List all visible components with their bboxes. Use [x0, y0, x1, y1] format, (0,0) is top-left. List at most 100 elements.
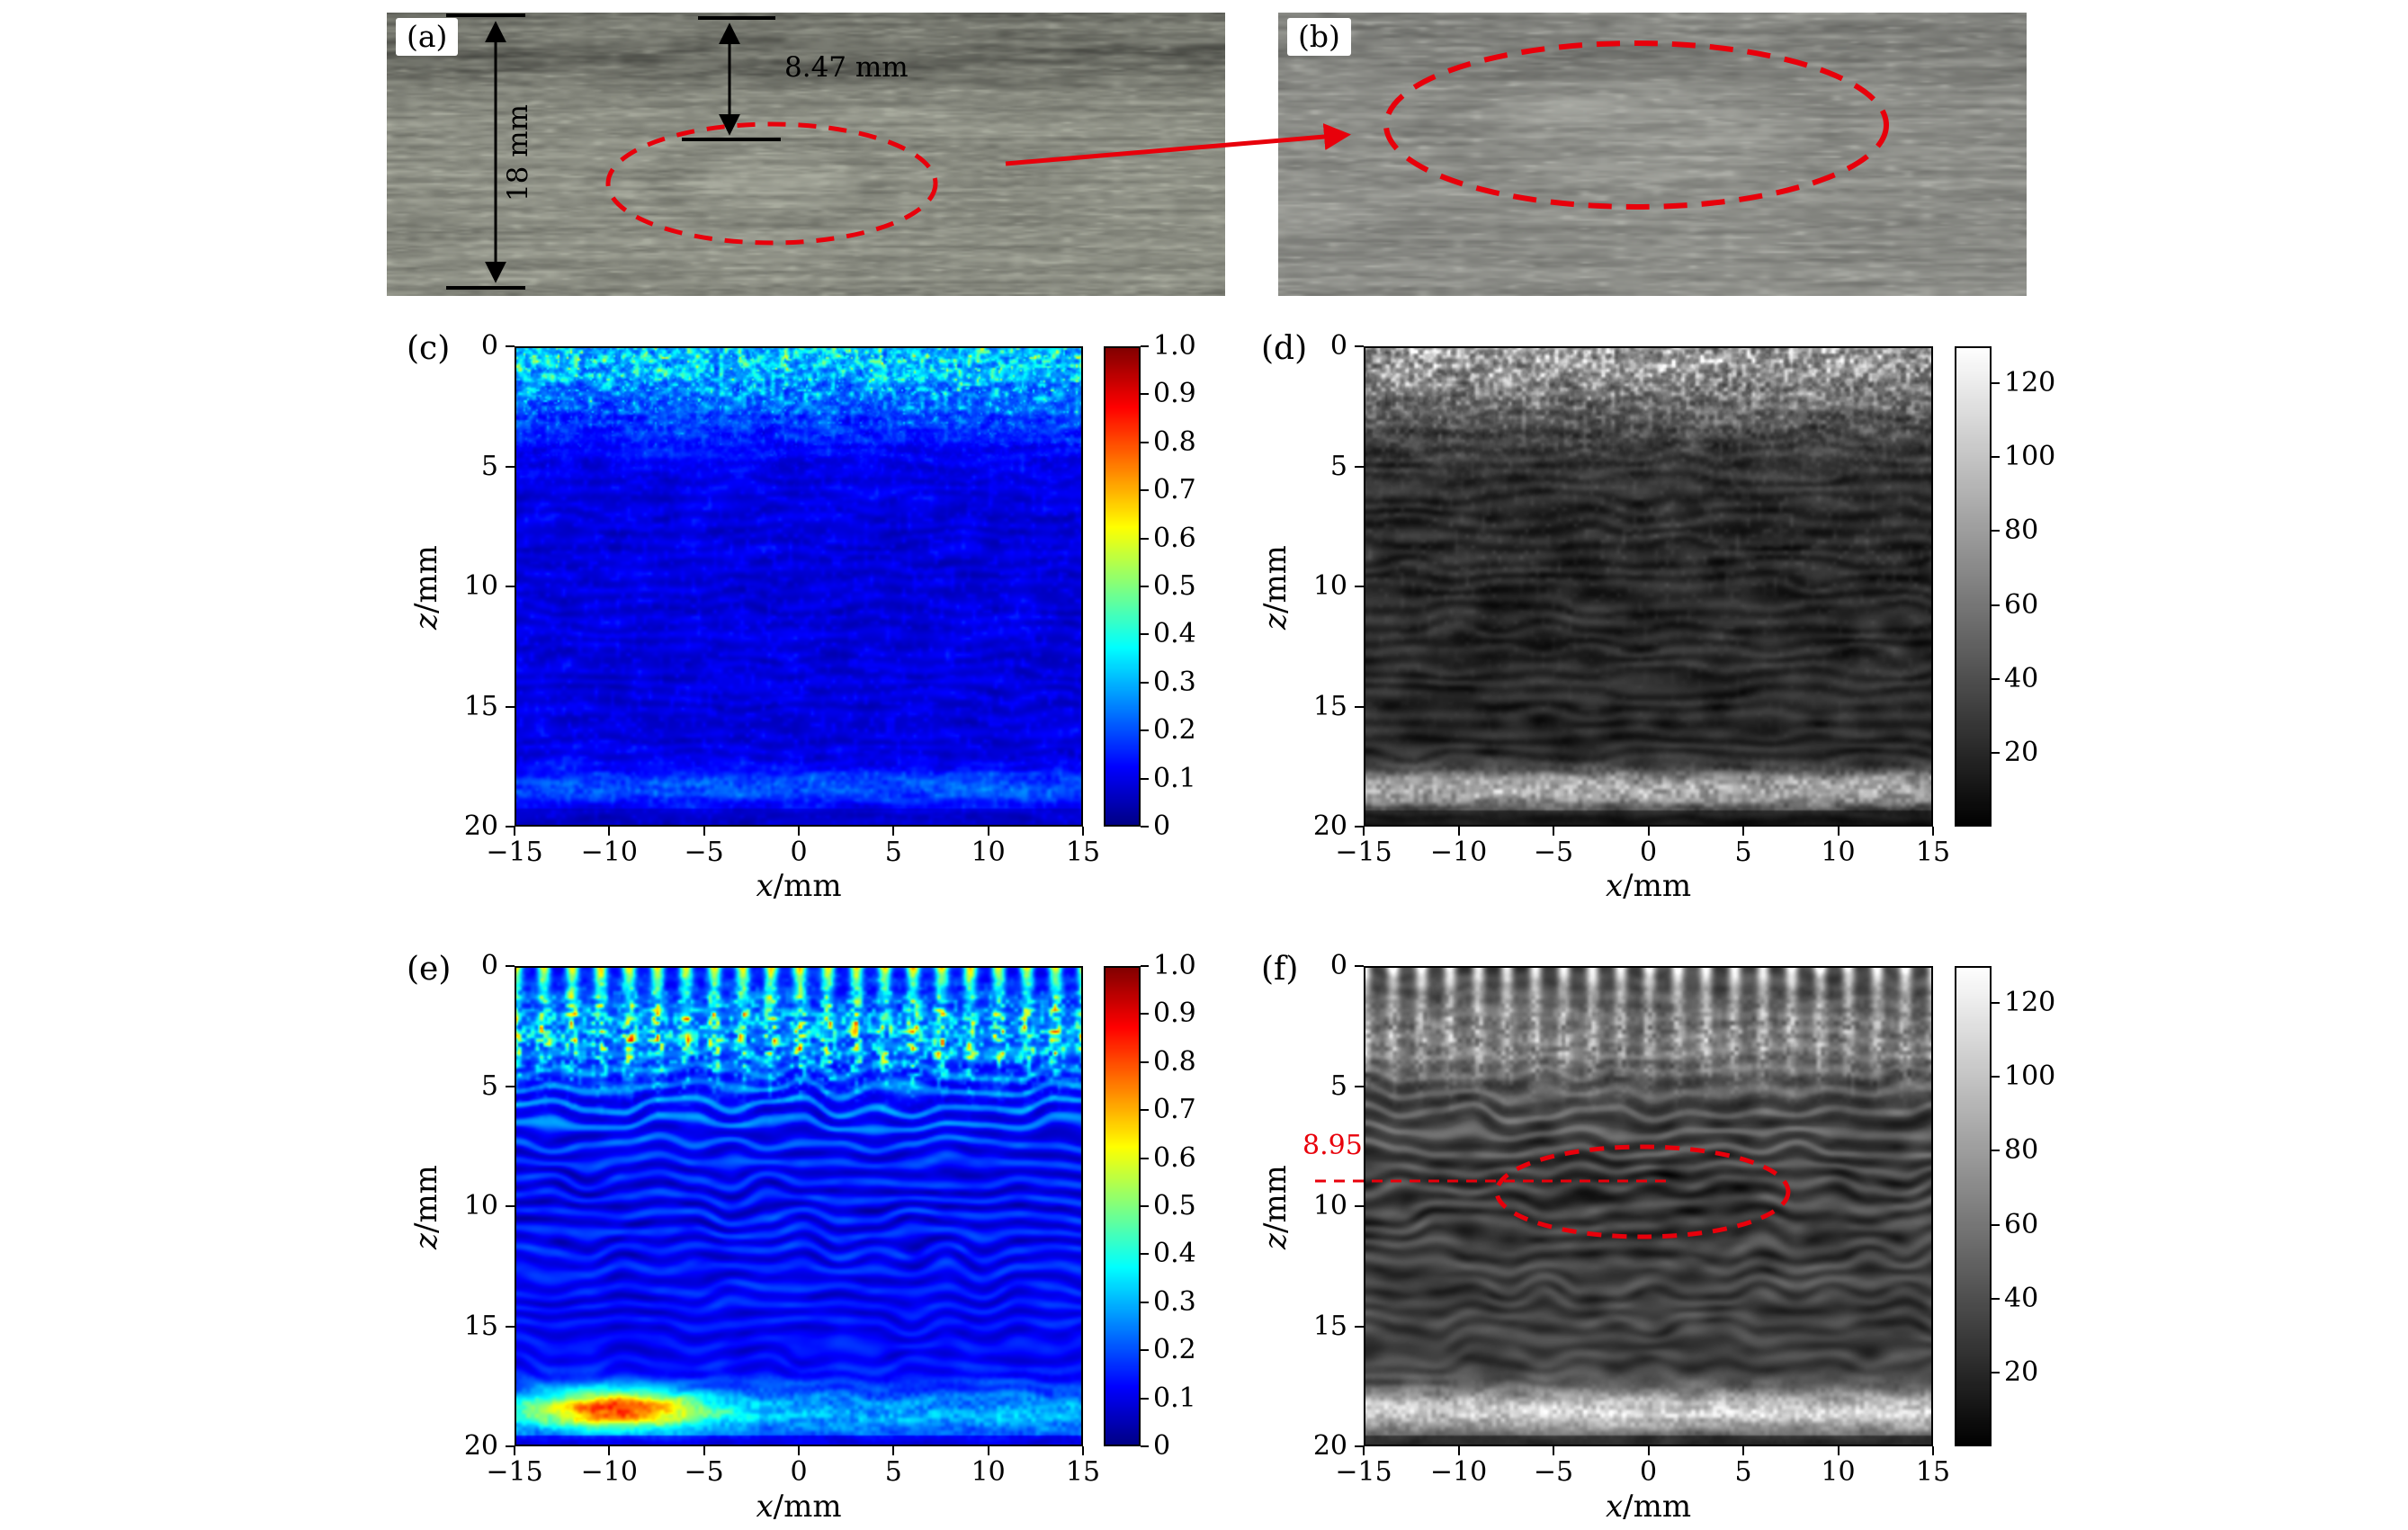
y-tick-d: [1355, 586, 1364, 587]
colorbar-tick-c: [1141, 537, 1149, 540]
x-tick-d: [1837, 827, 1840, 836]
x-axis-var-d: x: [1605, 868, 1624, 904]
colorbar-tick-e: [1141, 1301, 1149, 1303]
colorbar-tick-e: [1141, 1013, 1149, 1016]
x-tick-label-c: 5: [884, 837, 902, 868]
x-tick-label-f: 0: [1639, 1456, 1658, 1488]
colorbar-c: [1104, 346, 1141, 827]
x-tick-d: [1553, 827, 1554, 836]
colorbar-tick-c: [1141, 777, 1149, 780]
x-tick-label-d: 15: [1915, 837, 1951, 868]
panel-label-e: (e): [407, 951, 452, 988]
x-tick-label-c: −10: [580, 837, 638, 868]
colorbar-tick-label-e: 0: [1153, 1430, 1171, 1462]
y-tick-f: [1355, 1085, 1364, 1087]
y-tick-f: [1355, 1325, 1364, 1328]
y-tick-label-c: 15: [463, 690, 498, 722]
colorbar-tick-d: [1992, 456, 2000, 459]
colorbar-tick-e: [1141, 1109, 1149, 1112]
defect-depth-label: 8.47 mm: [784, 51, 909, 84]
heatmap-f: [1364, 966, 1933, 1446]
colorbar-tick-label-c: 1.0: [1153, 330, 1196, 362]
y-tick-e: [506, 1205, 515, 1207]
x-tick-label-e: −10: [580, 1456, 638, 1488]
y-tick-label-c: 0: [480, 330, 498, 362]
heatmap-c: [515, 346, 1083, 827]
y-tick-label-f: 0: [1329, 950, 1347, 981]
colorbar-tick-d: [1992, 382, 2000, 385]
colorbar-tick-label-d: 80: [2004, 514, 2039, 547]
y-tick-label-e: 10: [463, 1190, 498, 1221]
colorbar-tick-c: [1141, 586, 1149, 587]
thickness-label: 18 mm: [502, 103, 534, 202]
colorbar-tick-d: [1992, 604, 2000, 606]
y-tick-label-d: 15: [1312, 690, 1347, 722]
x-tick-c: [514, 827, 515, 836]
colorbar-tick-label-c: 0.8: [1153, 425, 1196, 458]
y-axis-var-d: z: [1258, 613, 1294, 630]
colorbar-tick-label-c: 0.4: [1153, 618, 1196, 650]
y-tick-c: [506, 705, 515, 708]
y-tick-label-d: 0: [1329, 330, 1347, 362]
colorbar-tick-label-e: 0.4: [1153, 1238, 1196, 1270]
colorbar-tick-e: [1141, 1157, 1149, 1159]
x-axis-label-c: x/mm: [515, 869, 1083, 903]
x-tick-f: [1553, 1446, 1554, 1455]
panel-label-a: (a): [396, 18, 459, 56]
x-tick-f: [1837, 1446, 1840, 1455]
x-tick-label-c: −15: [486, 837, 543, 868]
colorbar-tick-f: [1992, 1002, 2000, 1005]
colorbar-tick-d: [1992, 677, 2000, 680]
x-tick-label-d: 10: [1821, 837, 1856, 868]
colorbar-tick-f: [1992, 1371, 2000, 1373]
y-tick-label-f: 5: [1329, 1069, 1347, 1102]
y-tick-f: [1355, 965, 1364, 967]
colorbar-tick-label-c: 0.2: [1153, 714, 1196, 747]
x-tick-label-e: 0: [790, 1456, 808, 1488]
colorbar-tick-label-f: 100: [2004, 1060, 2056, 1093]
x-tick-d: [1742, 827, 1744, 836]
x-tick-f: [1363, 1446, 1365, 1455]
colorbar-tick-f: [1992, 1076, 2000, 1078]
y-tick-c: [506, 465, 515, 468]
colorbar-tick-c: [1141, 345, 1149, 347]
x-tick-f: [1742, 1446, 1744, 1455]
y-tick-f: [1355, 1205, 1364, 1207]
colorbar-tick-label-d: 20: [2004, 736, 2039, 768]
colorbar-e: [1104, 966, 1141, 1446]
y-tick-label-d: 5: [1329, 450, 1347, 482]
y-tick-c: [506, 345, 515, 347]
colorbar-tick-c: [1141, 441, 1149, 443]
x-axis-unit-f: /mm: [1623, 1489, 1692, 1525]
colorbar-tick-f: [1992, 1223, 2000, 1226]
colorbar-tick-e: [1141, 1349, 1149, 1352]
x-tick-d: [1457, 827, 1460, 836]
x-axis-var-f: x: [1605, 1489, 1624, 1525]
x-axis-label-f: x/mm: [1364, 1490, 1933, 1524]
colorbar-tick-label-f: 40: [2004, 1282, 2039, 1314]
x-tick-d: [1647, 827, 1650, 836]
y-tick-e: [506, 965, 515, 967]
x-tick-label-f: 5: [1734, 1456, 1752, 1488]
colorbar-tick-label-e: 0.1: [1153, 1382, 1196, 1414]
x-tick-label-c: 10: [971, 837, 1006, 868]
colorbar-tick-label-e: 0.6: [1153, 1141, 1196, 1174]
y-axis-var-e: z: [408, 1233, 444, 1249]
y-tick-label-e: 0: [480, 950, 498, 981]
colorbar-tick-c: [1141, 729, 1149, 732]
y-tick-e: [506, 1085, 515, 1087]
colorbar-tick-d: [1992, 751, 2000, 754]
colorbar-tick-label-d: 40: [2004, 662, 2039, 694]
colorbar-tick-f: [1992, 1150, 2000, 1152]
x-tick-e: [1082, 1446, 1084, 1455]
colorbar-tick-f: [1992, 1297, 2000, 1300]
x-tick-e: [514, 1446, 515, 1455]
x-tick-label-d: 0: [1639, 837, 1658, 868]
x-axis-unit-d: /mm: [1623, 868, 1692, 904]
colorbar-tick-label-e: 0.3: [1153, 1285, 1196, 1318]
colorbar-tick-label-f: 80: [2004, 1134, 2039, 1167]
x-axis-var-e: x: [756, 1489, 774, 1525]
colorbar-tick-label-f: 20: [2004, 1356, 2039, 1388]
colorbar-tick-label-e: 0.8: [1153, 1045, 1196, 1078]
y-tick-d: [1355, 465, 1364, 468]
